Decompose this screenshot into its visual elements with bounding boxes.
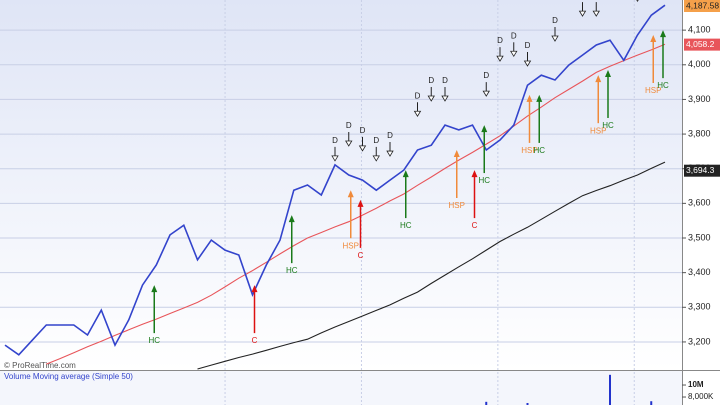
signal-label: HC [286,266,298,275]
price-tag-label: 4,058.2 [686,39,715,49]
volume-bar [650,401,653,405]
series-line [4,4,666,356]
signal-head [151,285,158,293]
series-line [46,43,666,365]
marker-head [510,50,518,58]
price-tag-label: 3,694.3 [686,165,715,175]
marker-label: D [415,91,421,100]
signal-label: HC [148,336,160,345]
signal-label: HC [602,121,614,130]
marker-label: D [552,16,558,25]
signal-head [357,199,364,207]
signal-head [605,69,611,77]
vol-tick-label: 8,000K [688,392,714,401]
marker-head [331,155,339,162]
marker-label: D [511,31,517,40]
price-tag [684,164,720,177]
signal-label: HSP [521,146,537,155]
signal-head [453,150,460,158]
y-tick-label: 3,500 [688,232,711,242]
signal-head [251,285,258,293]
volume-bar [526,403,529,405]
marker-head [358,145,367,152]
y-tick-label: 3,400 [688,267,711,277]
marker-label: D [428,76,434,85]
marker-label: D [525,41,531,50]
signal-head [481,125,488,133]
marker-label: D [332,136,338,145]
marker-head [636,0,639,2]
y-tick-label: 3,300 [688,302,711,312]
volume-pane [0,371,682,405]
watermark: © ProRealTime.com [4,361,76,370]
marker-label: D [483,71,489,80]
marker-head [523,60,532,67]
y-tick-label: 4,000 [688,59,711,69]
marker-head [386,150,394,157]
price-tag [684,38,720,51]
signal-label: C [472,221,478,230]
axis-pane [682,0,720,405]
signal-label: HC [533,146,545,155]
marker-head [551,35,559,42]
marker-label: D [387,131,393,140]
marker-head [592,10,600,17]
signal-label: C [358,251,364,260]
marker-head [496,55,504,62]
signal-label: HSP [590,126,606,135]
y-tick-label: 3,600 [688,198,711,208]
signal-head [471,170,478,178]
series-line [197,161,666,370]
signal-head [660,30,666,38]
marker-head [427,95,435,102]
marker-label: D [346,121,352,130]
volume-bar [485,401,488,405]
price-pane [0,0,682,370]
signal-head [526,94,533,102]
marker-label: D [373,136,379,145]
signal-label: HSP [343,241,359,250]
y-tick-label: 3,800 [688,128,711,138]
price-tag [684,0,720,12]
signal-head [347,190,354,198]
y-tick-label: 3,200 [688,336,711,346]
marker-label: D [442,76,448,85]
marker-head [441,95,449,102]
signal-head [595,75,602,83]
signal-head [288,215,295,223]
signal-label: C [252,336,258,345]
signal-label: HC [657,81,669,90]
signal-head [536,94,543,102]
marker-head [482,90,490,97]
signal-label: HC [478,176,490,185]
y-tick-label: 3,900 [688,94,711,104]
volume-title: Volume Moving average (Simple 50) [4,372,133,381]
marker-head [413,110,422,117]
signal-label: HSP [449,201,465,210]
marker-head [345,140,353,147]
signal-label: HSP [645,86,661,95]
signal-head [402,170,409,178]
volume-bar [609,374,611,405]
vol-tick-label: 10M [688,380,704,389]
marker-label: D [497,36,503,45]
marker-head [578,10,587,17]
y-tick-label: 4,100 [688,25,711,35]
signal-label: HC [400,221,412,230]
marker-head [372,155,380,162]
signal-head [650,34,657,42]
price-tag-label: 4,187.58 [686,0,719,10]
marker-label: D [360,126,366,135]
